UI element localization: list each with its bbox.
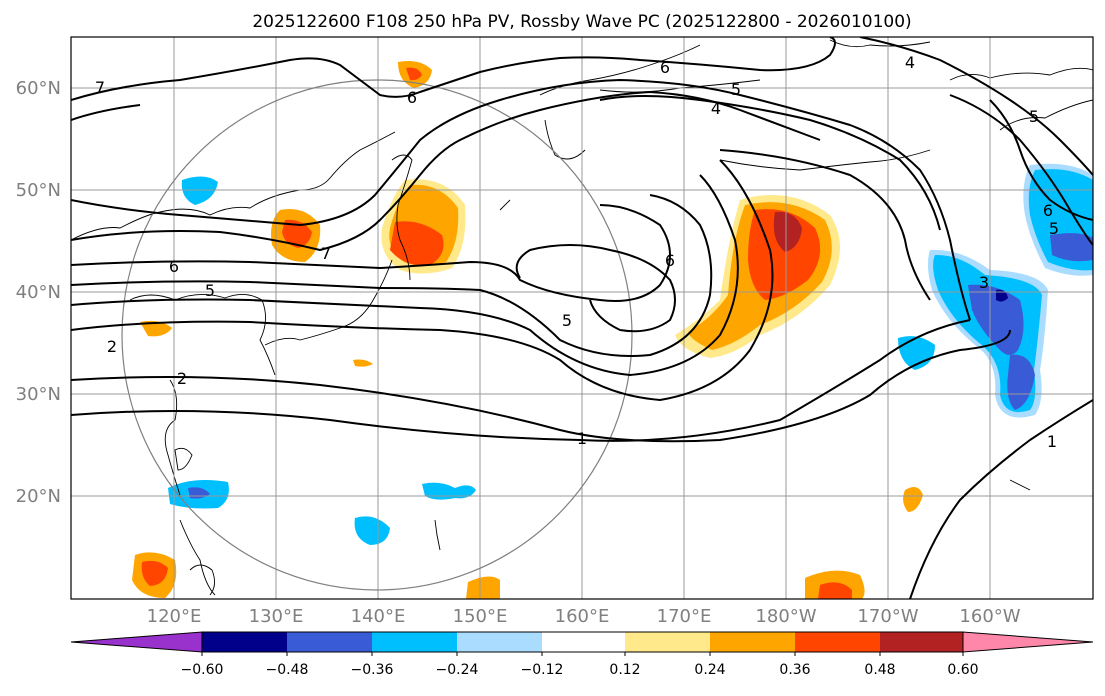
contour-label: 7 [95,78,105,97]
colorbar-tick-label: −0.12 [521,662,564,678]
contour-label: 3 [979,273,989,292]
contour-label: 5 [731,80,741,99]
contour-label: 7 [321,244,331,263]
contour-label: 5 [205,281,215,300]
lat-label: 40°N [16,282,61,303]
colorbar-segment [795,632,880,652]
radius-circle [121,79,633,591]
colorbar-tick-label: 0.12 [609,662,640,678]
colorbar-segment [710,632,795,652]
lon-label: 130°E [249,606,304,627]
contour-label: 4 [711,99,721,118]
lon-label: 160°W [959,606,1020,627]
colorbar-segment [625,632,710,652]
colorbar-segment [457,632,542,652]
contour-label: 1 [1047,432,1057,451]
lat-labels: 60°N 50°N 40°N 30°N 20°N [16,78,61,507]
contour-label: 5 [562,311,572,330]
contour-label: 4 [905,53,915,72]
colorbar-tick-label: 0.48 [864,662,895,678]
contour-label: 5 [1049,219,1059,238]
lon-label: 170°E [657,606,712,627]
contour-label: 6 [665,251,675,270]
contour-label: 2 [107,337,117,356]
lon-labels: 120°E 130°E 140°E 150°E 160°E 170°E 180°… [147,606,1021,627]
colorbar-segment [202,632,287,652]
lon-label: 140°E [351,606,406,627]
colorbar-upper-extend [962,631,1094,653]
lon-label: 160°E [555,606,610,627]
contour-label: 1 [577,429,587,448]
map-panel: 7 6 5 4 6 5 4 6 5 7 6 5 2 1 3 1 6 5 2 [71,37,1093,599]
pv-anomaly-shading [132,61,1093,599]
colorbar-segment [287,632,372,652]
colorbar-segment [542,632,625,652]
colorbar-lower-extend [70,631,203,653]
lon-label: 150°E [453,606,508,627]
colorbar: −0.60 −0.48 −0.36 −0.24 −0.12 0.12 0.24 … [70,631,1094,678]
lon-label: 180°W [755,606,816,627]
lat-label: 30°N [16,384,61,405]
colorbar-tick-label: −0.60 [181,662,224,678]
colorbar-tick-label: 0.36 [779,662,810,678]
colorbar-tick-label: −0.48 [266,662,309,678]
colorbar-segment [880,632,963,652]
lat-label: 50°N [16,180,61,201]
colorbar-tick-label: 0.60 [947,662,978,678]
colorbar-tick-label: 0.24 [694,662,725,678]
figure-title: 2025122600 F108 250 hPa PV, Rossby Wave … [252,12,911,32]
colorbar-tick-label: −0.24 [436,662,479,678]
colorbar-ticks [201,652,964,656]
lon-label: 170°W [857,606,918,627]
contour-label-group: 7 6 5 4 6 5 4 6 5 7 6 5 2 1 3 1 6 5 2 [95,53,1059,451]
colorbar-frame [201,631,964,653]
contour-label: 6 [660,58,670,77]
lon-label: 120°E [147,606,202,627]
contour-label: 2 [177,369,187,388]
contour-label: 6 [1043,201,1053,220]
colorbar-tick-label: −0.36 [351,662,394,678]
colorbar-tick-labels: −0.60 −0.48 −0.36 −0.24 −0.12 0.12 0.24 … [181,662,979,678]
pv-contours [71,37,1093,599]
colorbar-segment [372,632,457,652]
map-frame [70,36,1094,600]
contour-label: 5 [1029,107,1039,126]
contour-label: 6 [169,257,179,276]
lat-label: 60°N [16,78,61,99]
contour-label: 6 [407,88,417,107]
lat-label: 20°N [16,486,61,507]
